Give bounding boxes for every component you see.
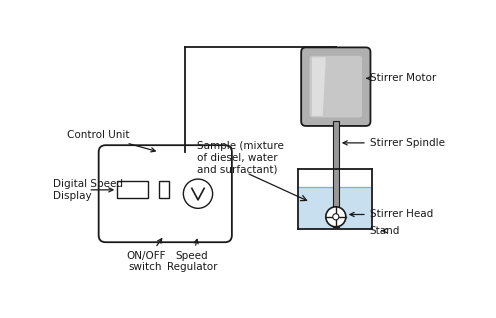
Text: Digital Speed
Display: Digital Speed Display [53, 179, 123, 201]
Circle shape [184, 179, 213, 208]
Text: Speed
Regulator: Speed Regulator [167, 239, 217, 272]
Bar [299, 187, 371, 229]
Circle shape [326, 207, 346, 227]
FancyBboxPatch shape [310, 56, 362, 117]
Text: Stand: Stand [370, 226, 400, 236]
Text: Sample (mixture
of diesel, water
and surfactant): Sample (mixture of diesel, water and sur… [197, 141, 284, 174]
Text: Control Unit: Control Unit [67, 130, 155, 152]
Text: Stirrer Motor: Stirrer Motor [367, 73, 436, 83]
Circle shape [333, 214, 339, 220]
FancyBboxPatch shape [301, 47, 371, 126]
Text: Stirrer Head: Stirrer Head [350, 210, 433, 219]
Polygon shape [312, 58, 326, 116]
Text: ON/OFF
switch: ON/OFF switch [126, 239, 165, 272]
FancyBboxPatch shape [99, 145, 232, 242]
Text: Stirrer Spindle: Stirrer Spindle [343, 138, 445, 148]
Bar [160, 181, 170, 198]
Bar [117, 181, 148, 198]
Bar [333, 121, 339, 227]
